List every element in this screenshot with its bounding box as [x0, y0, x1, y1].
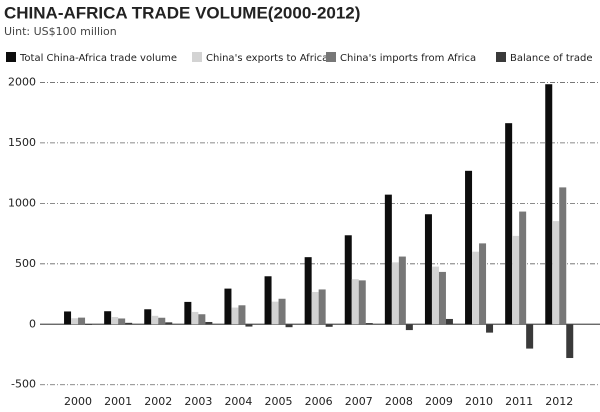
x-tick-label: 2009: [425, 395, 453, 408]
bar: [304, 257, 312, 325]
bar: [405, 324, 413, 331]
bar: [278, 298, 286, 325]
bar: [351, 279, 359, 325]
y-tick-label: -500: [11, 378, 36, 391]
bar: [445, 318, 453, 325]
bar: [111, 317, 119, 325]
bar: [486, 324, 494, 333]
bar: [519, 211, 527, 325]
bar: [545, 84, 553, 325]
bar: [424, 214, 432, 325]
bar: [158, 317, 166, 325]
bar: [78, 317, 86, 325]
bar: [245, 324, 253, 327]
bar: [184, 301, 192, 325]
bar: [71, 318, 79, 325]
bar: [559, 187, 567, 325]
bar: [391, 262, 399, 325]
x-tick-label: 2006: [305, 395, 333, 408]
bar: [231, 307, 239, 325]
legend-swatch: [192, 52, 202, 62]
bar: [398, 256, 406, 325]
bar: [566, 324, 574, 359]
x-tick-label: 2000: [64, 395, 92, 408]
bar: [125, 322, 133, 325]
bar: [365, 323, 373, 325]
y-tick-label: 500: [15, 257, 36, 270]
legend-swatch: [6, 52, 16, 62]
legend-label: Balance of trade: [510, 53, 593, 64]
bar: [325, 324, 333, 327]
bar: [238, 305, 246, 325]
bar: [311, 291, 319, 325]
chart-title: CHINA-AFRICA TRADE VOLUME(2000-2012): [4, 3, 360, 22]
legend-label: China's imports from Africa: [340, 53, 476, 64]
bar: [191, 311, 199, 325]
y-tick-label: 1000: [8, 196, 36, 209]
bar: [85, 324, 93, 325]
legend-label: China's exports to Africa: [206, 53, 328, 64]
bar: [318, 289, 326, 325]
legend-label: Total China-Africa trade volume: [19, 53, 177, 64]
bar: [198, 314, 206, 325]
bar: [205, 321, 213, 325]
chart-subtitle: Uint: US$100 million: [4, 25, 117, 38]
x-tick-label: 2005: [265, 395, 293, 408]
bar: [526, 324, 534, 349]
bar: [472, 251, 480, 325]
bar: [438, 271, 446, 325]
bar: [224, 288, 232, 325]
bar: [384, 194, 392, 325]
x-tick-label: 2008: [385, 395, 413, 408]
bar: [479, 243, 487, 325]
x-tick-label: 2007: [345, 395, 373, 408]
bar: [431, 266, 439, 325]
y-tick-label: 2000: [8, 75, 36, 88]
x-tick-label: 2002: [144, 395, 172, 408]
bar: [344, 235, 352, 325]
x-tick-label: 2003: [184, 395, 212, 408]
bar: [151, 315, 159, 325]
bar: [358, 280, 366, 325]
x-tick-label: 2004: [224, 395, 252, 408]
bar: [165, 322, 173, 325]
bar: [465, 170, 473, 325]
y-tick-label: 0: [29, 317, 36, 330]
bar: [505, 123, 513, 325]
x-tick-label: 2011: [505, 395, 533, 408]
legend-swatch: [326, 52, 336, 62]
bar: [271, 301, 279, 325]
bar: [64, 311, 72, 325]
y-tick-label: 1500: [8, 136, 36, 149]
bar: [104, 311, 112, 325]
x-tick-label: 2010: [465, 395, 493, 408]
bar: [118, 318, 126, 325]
x-tick-label: 2001: [104, 395, 132, 408]
legend-swatch: [496, 52, 506, 62]
bar: [512, 235, 520, 325]
bar: [285, 324, 293, 328]
x-tick-label: 2012: [545, 395, 573, 408]
bar: [264, 276, 272, 325]
bar: [144, 309, 152, 325]
bar: [552, 221, 560, 325]
